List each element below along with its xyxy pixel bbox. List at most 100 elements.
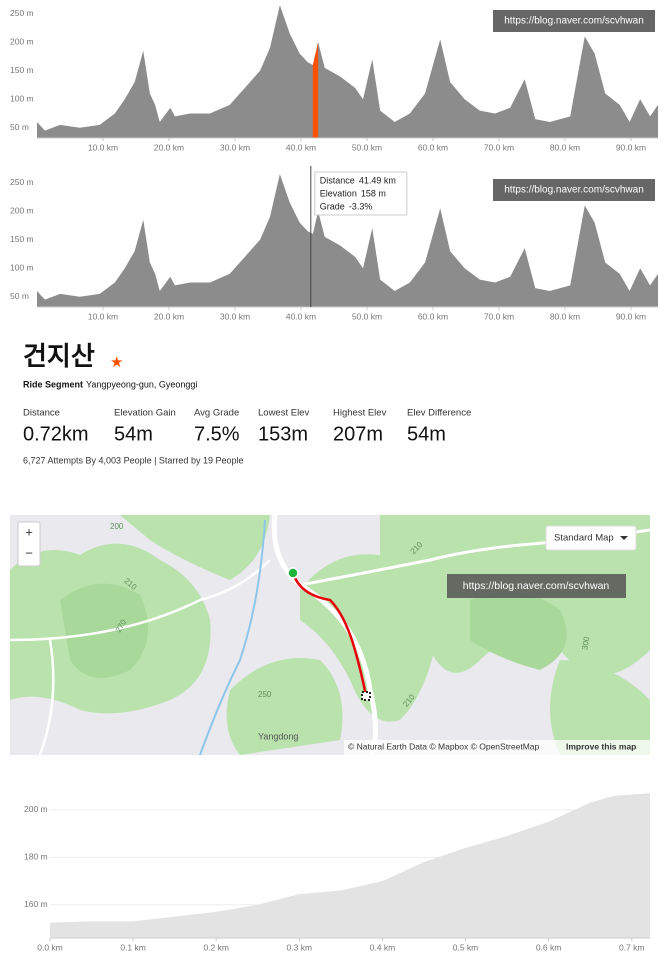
x-tick-label: 40.0 km — [286, 311, 316, 321]
route-start — [287, 567, 299, 579]
tooltip-label: Grade — [320, 201, 345, 211]
tooltip-label: Distance — [320, 175, 355, 185]
zoom-control — [17, 521, 41, 567]
watermark-bg — [493, 10, 655, 32]
y-tick-label: 250 m — [10, 8, 34, 18]
stat-label: Avg Grade — [194, 408, 239, 419]
x-tick-label: 10.0 km — [88, 142, 118, 152]
watermark-bg — [493, 179, 655, 201]
y-tick-label: 100 m — [10, 93, 34, 103]
stat-value: 54m — [407, 423, 446, 445]
tooltip — [314, 171, 408, 216]
stat-label: Elevation Gain — [114, 408, 176, 419]
x-tick-label: 70.0 km — [484, 311, 514, 321]
x-tick-label: 50.0 km — [352, 311, 382, 321]
watermark-bg — [447, 574, 626, 598]
river — [199, 519, 266, 755]
x-tick-label: 90.0 km — [616, 142, 646, 152]
y-tick-label: 200 m — [10, 205, 34, 215]
y-tick-label: 50 m — [10, 122, 29, 132]
caret — [620, 536, 628, 540]
y-tick-label: 160 m — [24, 899, 48, 909]
watermark: https://blog.naver.com/scvhwan — [504, 16, 644, 27]
y-tick-label: 200 m — [10, 36, 34, 46]
stat-value: 0.72km — [23, 423, 89, 445]
tooltip-label: Elevation — [320, 188, 357, 198]
style-button[interactable]: Standard Map — [554, 533, 614, 544]
terrain — [226, 658, 343, 755]
x-tick-label: 0.6 km — [536, 942, 562, 952]
road — [10, 559, 271, 642]
map[interactable]: 200 210 270 250 210 210 300 Yangdong + −… — [10, 515, 650, 755]
watermark: https://blog.naver.com/scvhwan — [463, 580, 610, 592]
segment-kind: Ride Segment — [23, 379, 83, 389]
stats: Distance 0.72km Elevation Gain 54m Avg Grade… — [23, 408, 471, 446]
zoom-in[interactable]: + — [25, 524, 33, 539]
tooltip-value: 41.49 km — [359, 175, 396, 185]
star[interactable]: ★ — [110, 354, 123, 371]
y-tick-label: 150 m — [10, 65, 34, 75]
x-tick-label: 0.0 km — [37, 942, 63, 952]
stat-label: Lowest Elev — [258, 408, 309, 419]
x-tick-label: 30.0 km — [220, 311, 250, 321]
x-tick-label: 60.0 km — [418, 311, 448, 321]
watermark: https://blog.naver.com/scvhwan — [504, 185, 644, 196]
attribution-bg — [344, 740, 650, 755]
stat-label: Highest Elev — [333, 408, 387, 419]
stat-label: Distance — [23, 408, 60, 419]
x-tick-label: 0.5 km — [453, 942, 479, 952]
x-tick-label: 0.2 km — [203, 942, 229, 952]
contour-label: 300 — [580, 635, 591, 650]
tooltip-value: -3.3% — [349, 201, 373, 211]
stat-value: 207m — [333, 423, 383, 445]
y-tick-label: 150 m — [10, 234, 34, 244]
elevation-area — [37, 5, 658, 138]
x-tick-label: 0.1 km — [120, 942, 146, 952]
terrain — [470, 592, 567, 670]
terrain — [300, 554, 440, 722]
x-tick-label: 20.0 km — [154, 142, 184, 152]
x-tick-label: 20.0 km — [154, 311, 184, 321]
x-tick-label: 60.0 km — [418, 142, 448, 152]
x-tick-label: 10.0 km — [88, 311, 118, 321]
segment-footer: 6,727 Attempts By 4,003 People | Starred… — [23, 455, 243, 465]
x-tick-label: 0.3 km — [287, 942, 313, 952]
x-tick-label: 50.0 km — [352, 142, 382, 152]
x-tick-label: 90.0 km — [616, 311, 646, 321]
y-tick-label: 180 m — [24, 852, 48, 862]
style-button-bg[interactable] — [545, 525, 637, 551]
x-tick-label: 80.0 km — [550, 142, 580, 152]
place-label: Yangdong — [258, 731, 298, 741]
zoom-out[interactable]: − — [25, 545, 33, 560]
y-tick-label: 50 m — [10, 291, 29, 301]
stat-value: 54m — [114, 423, 153, 445]
x-tick-label: 30.0 km — [220, 142, 250, 152]
road — [38, 639, 55, 755]
segment-highlight — [312, 42, 319, 138]
stat-label: Elev Difference — [407, 408, 471, 419]
segment-location: Yangpyeong-gun, Gyeonggi — [86, 379, 197, 389]
stat-value: 7.5% — [194, 423, 240, 445]
route — [291, 572, 368, 697]
route-finish — [361, 691, 371, 701]
terrain — [550, 660, 650, 755]
y-tick-label: 250 m — [10, 177, 34, 187]
contour-label: 200 — [110, 522, 124, 531]
segment-title: 건지산 — [23, 341, 95, 371]
contour-label: 250 — [258, 690, 272, 699]
improve-link[interactable]: Improve this map — [566, 741, 636, 751]
elevation-area — [50, 793, 650, 938]
elevation-area — [37, 174, 658, 307]
x-tick-label: 80.0 km — [550, 311, 580, 321]
x-tick-label: 40.0 km — [286, 142, 316, 152]
terrain — [120, 515, 270, 580]
attribution: © Natural Earth Data © Mapbox © OpenStre… — [348, 741, 540, 751]
x-tick-label: 0.4 km — [370, 942, 396, 952]
x-tick-label: 0.7 km — [619, 942, 645, 952]
stat-value: 153m — [258, 423, 308, 445]
y-tick-label: 200 m — [24, 804, 48, 814]
y-tick-label: 100 m — [10, 262, 34, 272]
tooltip-value: 158 m — [361, 188, 386, 198]
x-tick-label: 70.0 km — [484, 142, 514, 152]
